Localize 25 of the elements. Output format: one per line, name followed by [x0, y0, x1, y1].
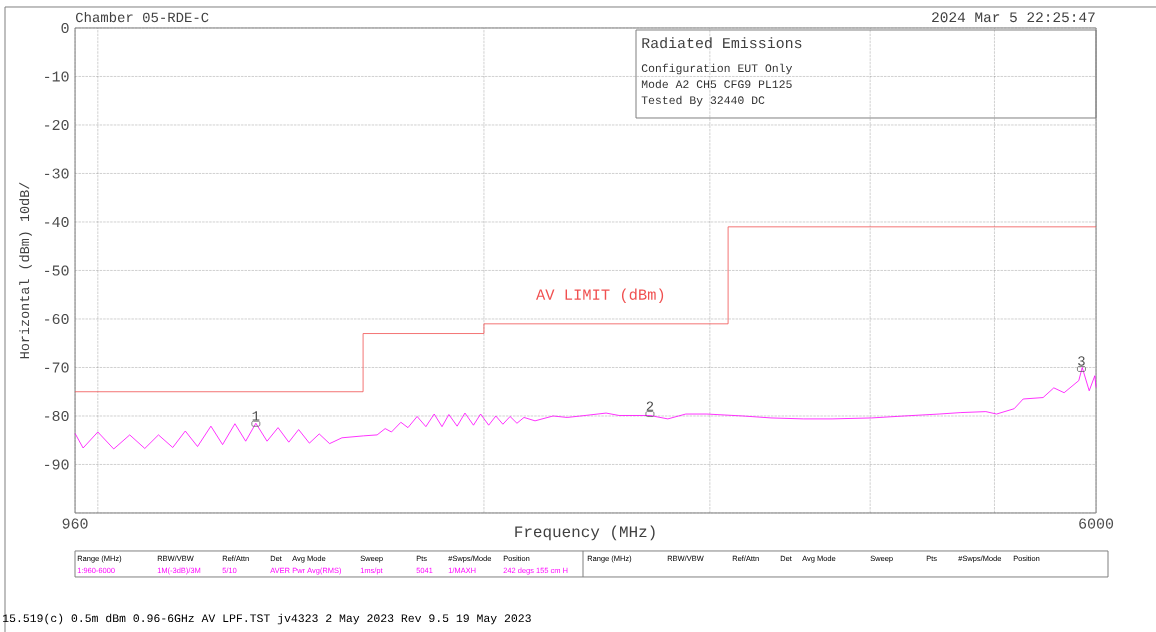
y-tick-label: -50 [45, 265, 69, 276]
text: 2024 Mar 5 22:25:47 [932, 12, 1095, 23]
x-axis-title: Frequency (MHz) [515, 525, 655, 541]
annotation: Mode A2 CH5 CFG9 PL125 [641, 79, 792, 89]
y-tick-label: -80 [45, 410, 69, 422]
y-tick-label: -10 [45, 71, 69, 82]
series-label: AV LIMIT (dBm) [536, 288, 664, 303]
annotation: 2 [646, 401, 654, 411]
annotation: 1 [252, 411, 260, 421]
annotation: Tested By 32440 DC [641, 95, 765, 107]
annotation: Radiated Emissions [642, 37, 802, 49]
x-tick-label: 960 [62, 518, 88, 529]
chart-title: Chamber 05-RDE-C [75, 11, 209, 23]
y-tick-label: -90 [45, 459, 69, 470]
x-tick-label: 6000 [1079, 518, 1114, 529]
text: 15.519(c) 0.5m dBm 0.96-6GHz AV LPF.TST jv4323 2 May 2023 Rev 9.5 19 May 2023 [3, 613, 531, 625]
annotation: Configuration EUT Only [641, 63, 793, 75]
y-tick-label: -70 [45, 362, 69, 373]
y-axis-title: Horizontal (dBm) 10dB/ [19, 182, 32, 359]
y-tick-label: -20 [45, 119, 69, 131]
y-tick-label: -40 [45, 216, 69, 228]
annotation: 3 [1078, 356, 1085, 366]
y-tick-label: 0 [61, 22, 69, 34]
y-tick-label: -30 [45, 168, 69, 179]
y-tick-label: -60 [45, 313, 69, 325]
